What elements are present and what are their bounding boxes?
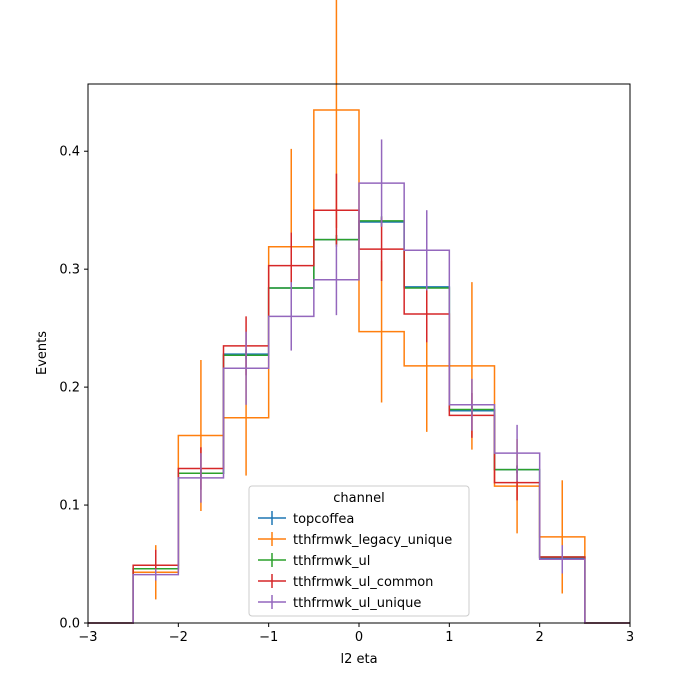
y-axis-label: Events <box>35 331 50 375</box>
legend-entry-tthfrmwk_ul: tthfrmwk_ul <box>258 553 370 569</box>
x-tick-label: 2 <box>536 630 544 645</box>
x-tick-label: 0 <box>355 630 363 645</box>
x-tick-label: 1 <box>445 630 453 645</box>
y-tick-label: 0.2 <box>59 381 80 396</box>
x-tick-label: −2 <box>169 630 188 645</box>
series-tthfrmwk_ul_unique <box>88 139 630 624</box>
legend-label: tthfrmwk_ul_common <box>293 575 433 590</box>
series-layer <box>88 0 630 624</box>
legend-entry-tthfrmwk_legacy_unique: tthfrmwk_legacy_unique <box>258 532 452 548</box>
legend-label: tthfrmwk_legacy_unique <box>293 533 452 548</box>
y-tick-label: 0.3 <box>59 263 80 278</box>
y-axis: 0.0 0.1 0.2 0.3 0.4 <box>59 145 88 632</box>
legend-entry-topcoffea: topcoffea <box>258 511 354 527</box>
y-tick-label: 0.1 <box>59 499 80 514</box>
legend: channel topcoffeatthfrmwk_legacy_uniquet… <box>248 485 470 617</box>
x-tick-label: −1 <box>259 630 278 645</box>
y-tick-label: 0.4 <box>59 145 80 160</box>
x-axis: −3 −2 −1 0 1 2 3 <box>78 623 634 645</box>
x-tick-label: −3 <box>78 630 97 645</box>
legend-entry-tthfrmwk_ul_common: tthfrmwk_ul_common <box>258 574 433 590</box>
legend-label: topcoffea <box>293 512 354 527</box>
legend-entry-tthfrmwk_ul_unique: tthfrmwk_ul_unique <box>258 595 421 611</box>
x-axis-label: l2 eta <box>340 652 377 667</box>
legend-label: tthfrmwk_ul_unique <box>293 596 421 611</box>
legend-label: tthfrmwk_ul <box>293 554 370 569</box>
legend-entries: topcoffea tthfrmwk_legacy_unique tthfrmwk_… <box>258 511 452 611</box>
y-tick-label: 0.0 <box>59 617 80 632</box>
legend-title: channel <box>333 491 384 506</box>
legend-box <box>248 485 470 617</box>
x-tick-label: 3 <box>626 630 634 645</box>
step-line-tthfrmwk_ul_unique <box>88 182 630 624</box>
